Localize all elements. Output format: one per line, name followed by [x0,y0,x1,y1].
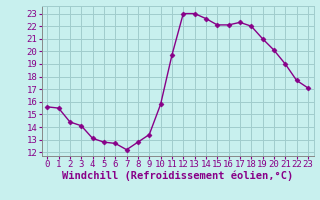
X-axis label: Windchill (Refroidissement éolien,°C): Windchill (Refroidissement éolien,°C) [62,171,293,181]
